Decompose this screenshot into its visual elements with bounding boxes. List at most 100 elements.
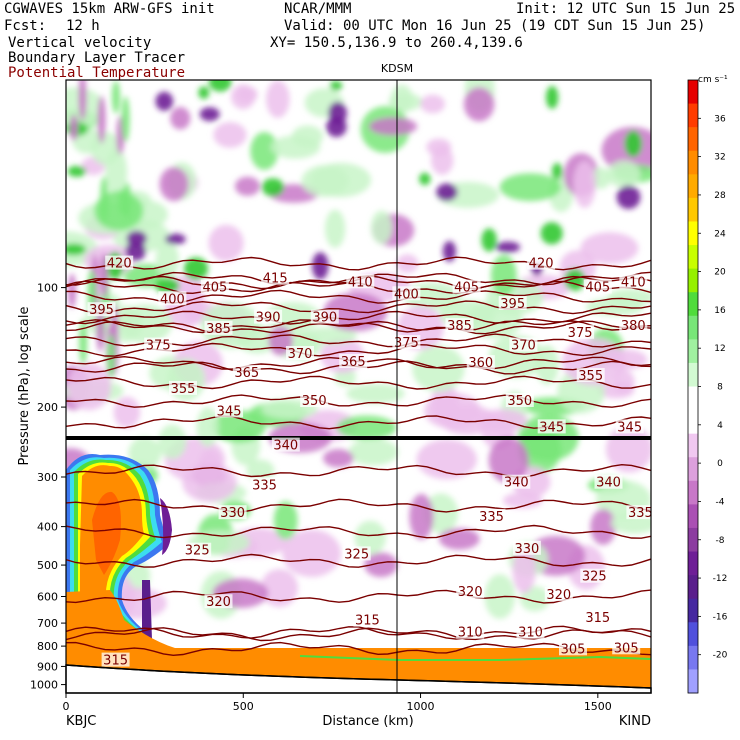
theta-label-bg — [452, 279, 481, 294]
w-cell — [409, 493, 434, 540]
theta-label-bg — [169, 380, 197, 395]
theta-line-325 — [66, 553, 651, 568]
theta-label-315: 315 — [103, 654, 128, 669]
colorbar-swatch — [688, 622, 698, 647]
theta-label-360: 360 — [468, 356, 493, 371]
colorbar-swatch — [688, 480, 698, 505]
theta-line-340 — [66, 463, 651, 478]
gravity-wave-band — [100, 176, 109, 225]
theta-label-400: 400 — [160, 292, 185, 307]
colorbar-tick-label: 36 — [714, 114, 726, 124]
colorbar-tick-label: 32 — [714, 153, 725, 163]
theta-label-bg — [544, 587, 573, 602]
theta-label-405: 405 — [585, 281, 610, 296]
theta-line-355 — [66, 375, 651, 390]
theta-label-bg — [310, 309, 339, 324]
w-cell-strong — [66, 243, 86, 256]
w-cell — [573, 160, 596, 208]
valid-time: Valid: 00 UTC Mon 16 Jun 25 (19 CDT Sun … — [284, 18, 706, 34]
y-tick-label: 800 — [37, 640, 58, 653]
theta-label-305: 305 — [561, 642, 586, 657]
y-tick-label: 100 — [37, 282, 58, 295]
y-tick-label: 400 — [37, 521, 58, 534]
w-cell — [230, 84, 256, 110]
theta-label-bg — [619, 274, 648, 289]
x-tick-label: 0 — [63, 700, 70, 713]
tracer-core-dark — [92, 491, 121, 575]
field-boundary-layer-tracer: Boundary Layer Tracer — [8, 50, 186, 66]
theta-label-bg — [300, 393, 329, 407]
theta-label-bg — [204, 320, 233, 335]
tracer-purple-strip-2 — [142, 580, 152, 640]
colorbar-tick-label: 16 — [714, 306, 726, 316]
theta-label-bg — [566, 324, 595, 339]
x-axis-title: Distance (km) — [322, 714, 413, 729]
w-cell — [159, 167, 189, 202]
theta-label-365: 365 — [341, 355, 366, 370]
w-cell — [369, 117, 418, 136]
colorbar-swatch — [688, 245, 698, 270]
boundary-layer-tracer — [66, 454, 651, 693]
w-cell — [113, 396, 141, 428]
theta-label-370: 370 — [288, 347, 313, 362]
colorbar-swatch — [688, 292, 698, 317]
theta-label-345: 345 — [539, 420, 564, 435]
theta-label-bg — [250, 477, 279, 492]
theta-label-340: 340 — [596, 476, 621, 491]
theta-line-380 — [66, 319, 651, 334]
w-cell-strong — [199, 107, 220, 122]
w-cell-strong — [155, 278, 180, 294]
y-tick-label: 500 — [37, 559, 58, 572]
terrain-surface-line — [65, 664, 652, 689]
w-cell — [388, 93, 423, 111]
gravity-wave-band — [118, 188, 127, 215]
w-cell-strong — [495, 241, 521, 253]
w-cell — [371, 210, 393, 245]
theta-label-405: 405 — [454, 281, 479, 296]
x-tick-label: 1000 — [407, 700, 435, 713]
w-cell — [213, 122, 247, 148]
theta-label-330: 330 — [220, 506, 245, 521]
w-cell-strong — [328, 101, 347, 125]
theta-label-bg — [271, 437, 300, 452]
theta-label-bg — [215, 403, 244, 418]
theta-label-405: 405 — [202, 281, 227, 296]
w-cell — [90, 131, 121, 166]
colorbar-swatch — [688, 80, 698, 105]
station-right-label: KIND — [619, 714, 651, 729]
colorbar-tick-label: -8 — [716, 536, 725, 546]
theta-label-355: 355 — [171, 382, 196, 397]
theta-label-bg — [612, 640, 641, 655]
gravity-wave-band — [112, 80, 120, 114]
w-cell-strong — [155, 91, 174, 111]
theta-label-345: 345 — [617, 420, 642, 435]
colorbar-swatch — [688, 315, 698, 340]
colorbar-tick-label: -12 — [713, 574, 728, 584]
w-cell-strong — [442, 241, 456, 262]
w-cell — [158, 424, 187, 459]
w-cell-strong — [545, 85, 559, 109]
theta-line-315 — [66, 627, 651, 642]
theta-label-390: 390 — [256, 311, 281, 326]
w-cell — [354, 520, 386, 555]
theta-label-315: 315 — [585, 611, 610, 626]
w-cell — [426, 138, 452, 156]
theta-label-bg — [353, 612, 382, 627]
theta-line-330 — [66, 524, 651, 539]
theta-label-310: 310 — [518, 626, 543, 641]
gravity-wave-band — [121, 96, 130, 142]
theta-label-bg — [583, 610, 612, 625]
x-axis: 0 500 1000 1500 — [63, 693, 612, 713]
colorbar-swatch — [688, 410, 698, 435]
w-cell — [260, 569, 299, 607]
y-axis: 100 200 300 400 500 600 700 800 900 1000 — [30, 282, 66, 692]
w-cell — [580, 232, 639, 264]
w-cell — [323, 449, 354, 468]
plot-frame — [65, 79, 652, 694]
theta-label-420: 420 — [107, 257, 132, 272]
w-cell — [420, 94, 445, 114]
theta-line-310 — [66, 625, 651, 640]
theta-contour-labels: 420 420 415 410 410 405 405 405 400 400 395 395 390 3… — [87, 255, 651, 669]
w-cell — [463, 87, 495, 122]
colorbar-swatch — [688, 268, 698, 293]
